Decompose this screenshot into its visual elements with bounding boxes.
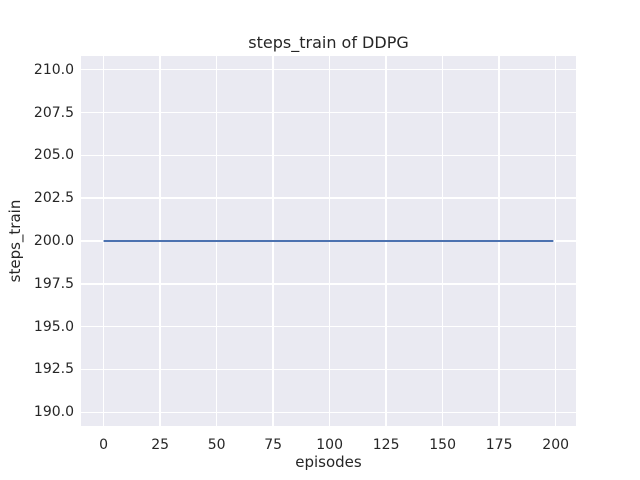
y-tick-label: 205.0	[33, 147, 74, 164]
x-tick-label: 175	[485, 437, 513, 453]
gridline-horizontal	[81, 283, 576, 285]
x-tick-label: 25	[151, 437, 170, 453]
x-axis-label: episodes	[295, 453, 362, 471]
y-tick-label: 190.0	[33, 404, 74, 421]
y-tick-label: 207.5	[33, 104, 74, 121]
gridline-horizontal	[81, 154, 576, 157]
series-layer	[103, 240, 554, 242]
gridline-horizontal	[81, 111, 576, 114]
gridline-horizontal	[81, 197, 576, 199]
chart-title: steps_train of DDPG	[248, 33, 409, 52]
x-tick-label: 200	[542, 437, 570, 453]
x-tick-label: 75	[264, 437, 283, 453]
x-tick-label: 0	[99, 437, 109, 453]
y-tick-label: 202.5	[33, 190, 74, 207]
x-tick-label: 50	[207, 437, 226, 453]
plot-area	[81, 56, 576, 426]
x-tick-label: 150	[429, 437, 457, 453]
y-tick-label: 210.0	[33, 61, 74, 78]
gridline-horizontal	[81, 325, 576, 328]
gridline-horizontal	[81, 368, 576, 371]
y-tick-label: 192.5	[33, 361, 74, 378]
gridline-horizontal	[81, 411, 576, 413]
y-tick-label: 200.0	[33, 233, 74, 249]
y-tick-label: 197.5	[33, 275, 74, 292]
x-tick-label: 100	[316, 437, 343, 453]
y-tick-label: 195.0	[33, 318, 74, 335]
x-tick-label: 125	[372, 437, 400, 453]
gridline-horizontal	[81, 69, 576, 71]
